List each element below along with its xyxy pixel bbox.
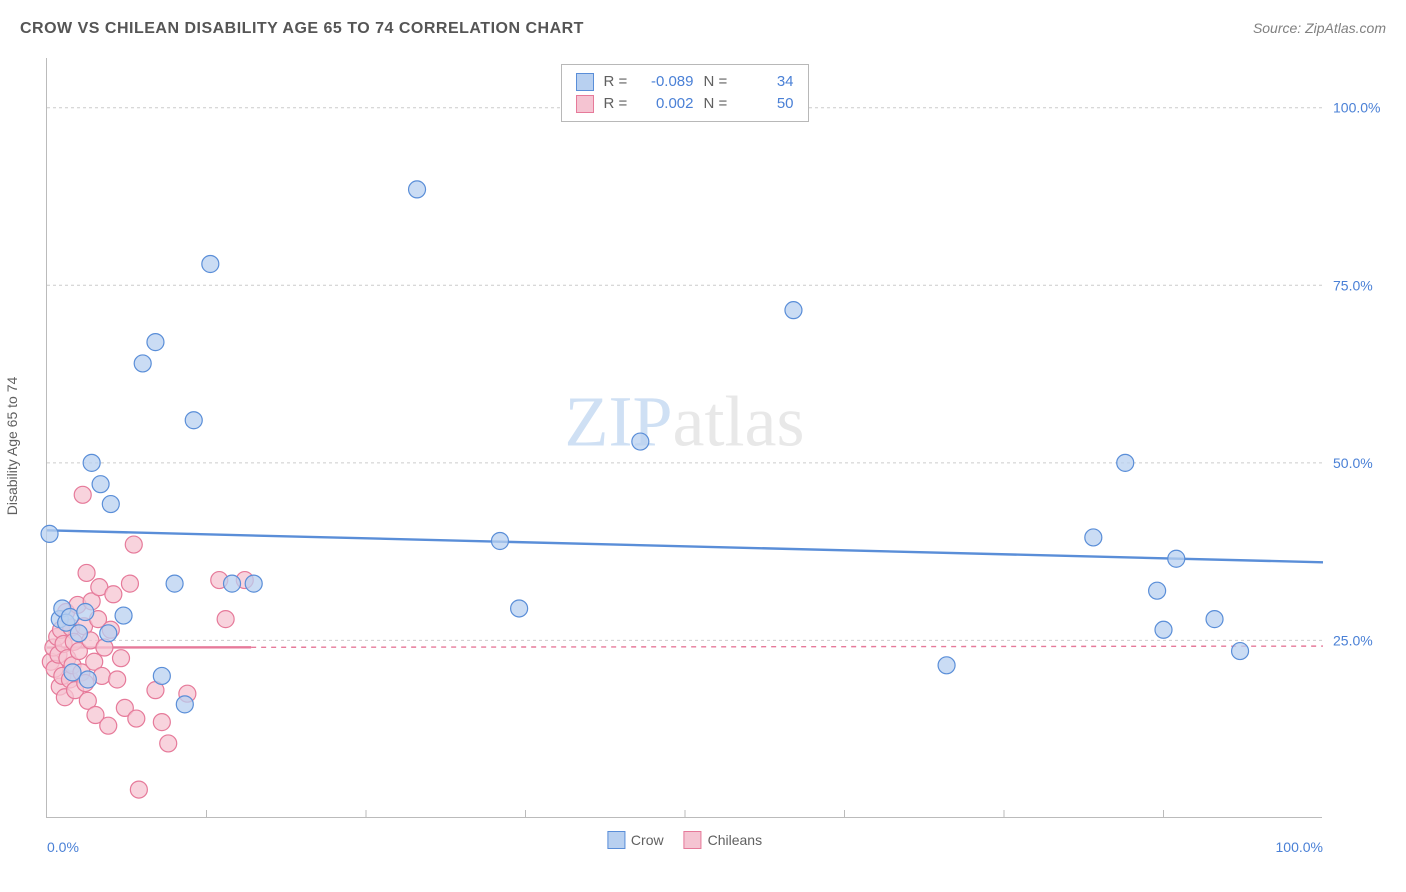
chart-title: CROW VS CHILEAN DISABILITY AGE 65 TO 74 … bbox=[20, 20, 584, 37]
scatter-svg: 25.0%50.0%75.0%100.0%0.0%100.0% bbox=[47, 58, 1322, 817]
r-label: R = bbox=[604, 93, 632, 115]
swatch-crow bbox=[607, 831, 625, 849]
n-label: N = bbox=[704, 93, 732, 115]
svg-text:50.0%: 50.0% bbox=[1333, 455, 1373, 471]
n-value-chileans: 50 bbox=[742, 93, 794, 115]
r-label: R = bbox=[604, 71, 632, 93]
legend-label-chileans: Chileans bbox=[708, 832, 762, 848]
stats-row-chileans: R = 0.002 N = 50 bbox=[576, 93, 794, 115]
r-value-chileans: 0.002 bbox=[642, 93, 694, 115]
plot-area: ZIPatlas 25.0%50.0%75.0%100.0%0.0%100.0%… bbox=[46, 58, 1322, 818]
source-attribution: Source: ZipAtlas.com bbox=[1253, 20, 1386, 36]
stats-row-crow: R = -0.089 N = 34 bbox=[576, 71, 794, 93]
stats-legend: R = -0.089 N = 34 R = 0.002 N = 50 bbox=[561, 64, 809, 122]
series-legend: Crow Chileans bbox=[607, 831, 762, 849]
y-axis-label: Disability Age 65 to 74 bbox=[4, 377, 20, 516]
svg-text:100.0%: 100.0% bbox=[1333, 100, 1380, 116]
chart-header: CROW VS CHILEAN DISABILITY AGE 65 TO 74 … bbox=[20, 20, 1386, 50]
legend-label-crow: Crow bbox=[631, 832, 664, 848]
svg-text:0.0%: 0.0% bbox=[47, 839, 79, 855]
swatch-chileans bbox=[576, 95, 594, 113]
swatch-chileans bbox=[684, 831, 702, 849]
r-value-crow: -0.089 bbox=[642, 71, 694, 93]
svg-text:25.0%: 25.0% bbox=[1333, 632, 1373, 648]
legend-item-chileans: Chileans bbox=[684, 831, 762, 849]
legend-item-crow: Crow bbox=[607, 831, 664, 849]
n-label: N = bbox=[704, 71, 732, 93]
svg-text:75.0%: 75.0% bbox=[1333, 277, 1373, 293]
n-value-crow: 34 bbox=[742, 71, 794, 93]
swatch-crow bbox=[576, 73, 594, 91]
svg-text:100.0%: 100.0% bbox=[1276, 839, 1323, 855]
